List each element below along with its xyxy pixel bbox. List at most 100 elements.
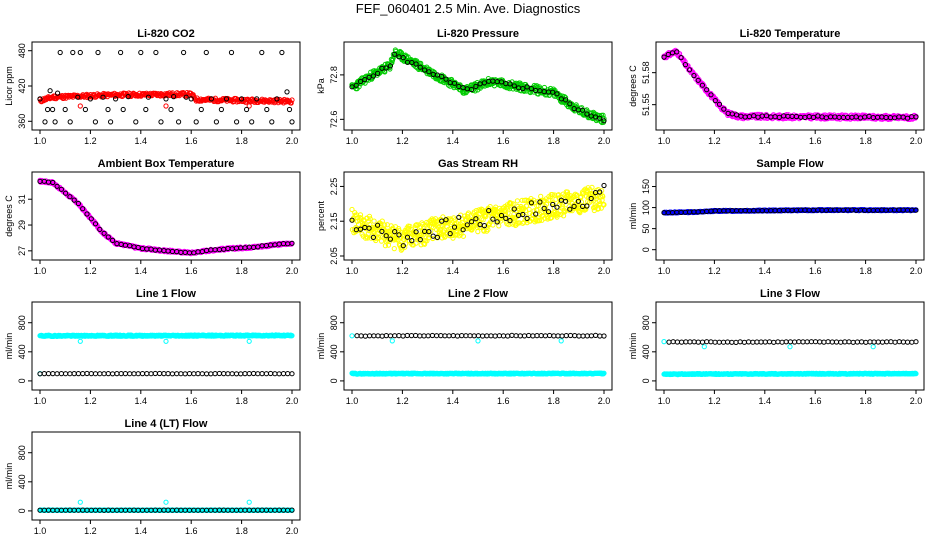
data-point xyxy=(425,333,431,339)
y-axis-label: ml/min xyxy=(628,203,638,230)
data-point xyxy=(580,333,586,339)
data-point xyxy=(473,83,479,90)
data-point xyxy=(484,333,490,339)
y-tick-label: 420 xyxy=(17,78,27,93)
chart-title: Sample Flow xyxy=(756,158,824,170)
x-tick-label: 1.6 xyxy=(185,266,198,276)
data-point xyxy=(754,339,760,345)
data-point xyxy=(775,339,781,345)
data-point xyxy=(357,78,364,85)
data-point xyxy=(41,371,47,377)
data-point xyxy=(195,371,201,377)
data-point xyxy=(70,49,76,56)
data-point xyxy=(505,333,511,339)
y-tick-label: 400 xyxy=(17,344,27,359)
y-tick-label: 72.6 xyxy=(329,111,339,129)
y-tick-label: 2.05 xyxy=(329,247,339,265)
data-point xyxy=(573,102,579,108)
x-tick-label: 1.6 xyxy=(185,396,198,406)
data-point xyxy=(396,333,402,339)
data-point xyxy=(567,101,573,107)
chart-title: Line 4 (LT) Flow xyxy=(125,418,208,430)
data-point xyxy=(100,94,106,100)
chart-title: Ambient Box Temperature xyxy=(98,158,235,170)
data-point xyxy=(370,73,376,79)
chart-title: Line 3 Flow xyxy=(760,288,820,300)
y-tick-label: 0 xyxy=(17,508,27,513)
x-tick-label: 1.4 xyxy=(759,396,772,406)
x-tick-label: 1.2 xyxy=(396,136,409,146)
y-tick-label: 29 xyxy=(17,220,27,230)
data-point xyxy=(221,371,227,377)
data-point xyxy=(171,94,177,100)
data-point xyxy=(701,344,707,350)
series-fast xyxy=(37,90,295,106)
data-point xyxy=(838,339,844,345)
data-point xyxy=(550,89,556,95)
data-point xyxy=(913,339,919,345)
data-point xyxy=(92,119,99,125)
data-point xyxy=(741,339,748,345)
data-point xyxy=(138,49,144,56)
data-point xyxy=(213,119,219,125)
y-tick-label: 0 xyxy=(329,378,339,383)
series-fast xyxy=(37,332,295,339)
x-tick-label: 1.4 xyxy=(135,266,148,276)
data-point xyxy=(817,339,823,345)
data-point xyxy=(157,370,163,377)
data-point xyxy=(182,371,188,377)
y-tick-label: 50 xyxy=(641,224,651,234)
data-point xyxy=(125,94,131,100)
x-tick-label: 1.4 xyxy=(759,136,772,146)
data-point xyxy=(212,371,218,377)
data-point xyxy=(249,119,255,125)
x-tick-label: 1.6 xyxy=(497,396,510,406)
data-point xyxy=(375,70,381,77)
data-point xyxy=(716,339,722,345)
data-point xyxy=(683,339,689,345)
data-point xyxy=(169,371,175,377)
data-point xyxy=(514,198,521,204)
data-point xyxy=(77,49,83,56)
x-tick-label: 1.0 xyxy=(346,396,359,406)
data-point xyxy=(246,371,252,377)
y-tick-label: 800 xyxy=(17,315,27,330)
data-point xyxy=(850,339,856,345)
data-point xyxy=(551,333,557,339)
y-axis-label: degrees C xyxy=(4,195,14,237)
data-point xyxy=(572,333,578,339)
plot-frame xyxy=(655,171,925,261)
data-point xyxy=(746,339,752,345)
series-fast-outliers xyxy=(37,338,252,377)
data-point xyxy=(80,371,86,377)
data-point xyxy=(153,49,159,56)
data-point xyxy=(600,112,606,118)
data-point xyxy=(892,339,898,345)
x-tick-label: 1.8 xyxy=(859,266,872,276)
y-tick-label: 400 xyxy=(329,344,339,359)
data-point xyxy=(276,371,282,377)
data-point xyxy=(787,344,793,350)
data-point xyxy=(181,49,187,56)
data-point xyxy=(223,96,230,102)
series-avg xyxy=(354,332,607,339)
data-point xyxy=(225,371,231,377)
data-point xyxy=(168,106,174,113)
data-point xyxy=(792,339,798,345)
data-point xyxy=(54,371,60,377)
y-tick-label: 27 xyxy=(17,246,27,256)
data-point xyxy=(371,333,377,339)
y-tick-label: 0 xyxy=(641,378,651,383)
data-point xyxy=(737,339,743,345)
data-point xyxy=(71,371,77,377)
data-point xyxy=(37,96,43,102)
data-point xyxy=(467,333,473,339)
x-tick-label: 1.0 xyxy=(34,396,47,406)
data-point xyxy=(542,333,549,339)
data-point xyxy=(349,84,355,90)
data-point xyxy=(450,333,456,339)
